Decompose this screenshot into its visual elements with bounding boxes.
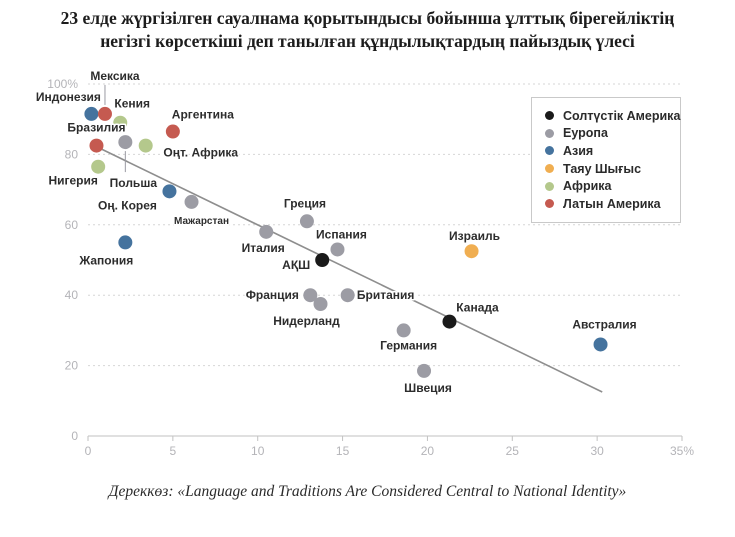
legend-label: Еуропа: [563, 126, 608, 141]
data-point: [259, 224, 274, 239]
legend-label: Латын Америка: [563, 196, 661, 211]
legend-label: Таяу Шығыс: [563, 161, 642, 176]
data-point: [299, 214, 314, 229]
data-point-label: Швеция: [404, 381, 452, 395]
data-point-label: Израиль: [449, 229, 500, 243]
data-point: [91, 159, 106, 174]
y-axis-tick-label: 60: [65, 218, 79, 232]
data-point: [84, 106, 99, 121]
data-point: [118, 235, 133, 250]
data-point-label: Австралия: [572, 317, 636, 331]
x-axis-tick-label: 30: [590, 444, 604, 458]
legend-item: Таяу Шығыс: [545, 160, 676, 178]
data-point: [97, 106, 112, 121]
data-point-label: Оң. Корея: [98, 198, 157, 212]
data-point: [118, 135, 133, 150]
data-point-label: Польша: [110, 176, 158, 190]
legend-swatch-icon: [545, 199, 554, 209]
x-axis-tick-label: 10: [251, 444, 265, 458]
data-point: [113, 115, 128, 130]
data-point: [593, 337, 608, 352]
x-axis-tick-label: 25: [506, 444, 520, 458]
data-point-label: Мексика: [90, 69, 140, 83]
x-axis-tick-label: 35%: [670, 444, 694, 458]
data-point: [396, 323, 411, 338]
data-point: [313, 297, 328, 311]
legend-swatch-icon: [545, 128, 554, 138]
data-point-label: Индонезия: [36, 90, 101, 104]
legend-swatch-icon: [545, 164, 554, 174]
data-point-label: Испания: [316, 227, 367, 241]
y-axis-tick-label: 80: [65, 147, 79, 161]
y-axis-tick-label: 0: [71, 429, 78, 443]
data-point-label: Франция: [246, 288, 299, 302]
data-point-label: Британия: [357, 288, 415, 302]
legend-swatch-icon: [545, 111, 554, 121]
data-point-label: Оңт. Африка: [163, 146, 238, 160]
data-point: [315, 253, 330, 267]
chart-title-line1: 23 елде жүргізілген сауалнама қорытындыс…: [60, 8, 675, 28]
data-point-label: АҚШ: [282, 258, 310, 272]
data-point-label: Аргентина: [172, 108, 234, 122]
data-point-label: Греция: [284, 196, 326, 210]
data-point: [340, 288, 355, 303]
x-axis-tick-label: 15: [336, 444, 350, 458]
chart-legend: Солтүстік Америка Еуропа Азия Таяу Шығыс Афр…: [531, 97, 681, 223]
scatter-plot-canvas: 0 20 40 60 80 100% 0 5 10 15 20 25 30 35% Индонезия Мек…: [34, 67, 694, 458]
data-point-label: Нигерия: [48, 174, 97, 188]
chart-title: 23 елде жүргізілген сауалнама қорытындыс…: [0, 0, 735, 53]
data-point: [417, 363, 432, 378]
legend-label: Африка: [563, 179, 612, 194]
data-point: [138, 138, 153, 153]
y-axis-tick-label: 40: [65, 288, 79, 302]
scatter-chart: 0 20 40 60 80 100% 0 5 10 15 20 25 30 35% Индонезия Мек…: [0, 54, 735, 464]
data-point: [442, 314, 457, 329]
legend-label: Азия: [563, 143, 594, 158]
source-caption: Дереккөз: «Language and Traditions Are C…: [108, 483, 627, 500]
data-point: [303, 288, 318, 303]
data-point: [162, 184, 177, 199]
x-axis-tick-label: 20: [421, 444, 435, 458]
data-point: [165, 124, 180, 139]
legend-item: Латын Америка: [545, 195, 676, 213]
data-point: [89, 138, 104, 153]
data-point-label: Германия: [380, 338, 437, 352]
trend-line: [101, 148, 603, 393]
data-point-label: Канада: [456, 301, 499, 315]
data-point-label: Нидерланд: [273, 314, 340, 328]
legend-item: Солтүстік Америка: [545, 107, 680, 125]
data-point-label: Италия: [242, 241, 285, 255]
y-axis-tick-label: 100%: [47, 77, 78, 91]
legend-label: Солтүстік Америка: [563, 108, 681, 123]
legend-item: Азия: [545, 142, 676, 160]
legend-swatch-icon: [545, 181, 554, 191]
chart-title-line2: негізгі көрсеткіші деп танылған құндылық…: [100, 31, 635, 51]
data-point-label: Жапония: [78, 253, 133, 267]
legend-item: Африка: [545, 177, 676, 195]
data-point-label: Бразилия: [67, 121, 125, 135]
data-point-label: Кения: [114, 97, 150, 111]
x-axis-tick-label: 5: [170, 444, 177, 458]
data-point: [330, 242, 345, 257]
data-point-label: Мажарстан: [174, 216, 229, 227]
y-axis-tick-label: 20: [65, 359, 79, 373]
x-axis-tick-label: 0: [85, 444, 92, 458]
data-point: [464, 244, 479, 259]
legend-item: Еуропа: [545, 125, 676, 143]
data-point: [184, 194, 199, 209]
legend-swatch-icon: [545, 146, 554, 156]
